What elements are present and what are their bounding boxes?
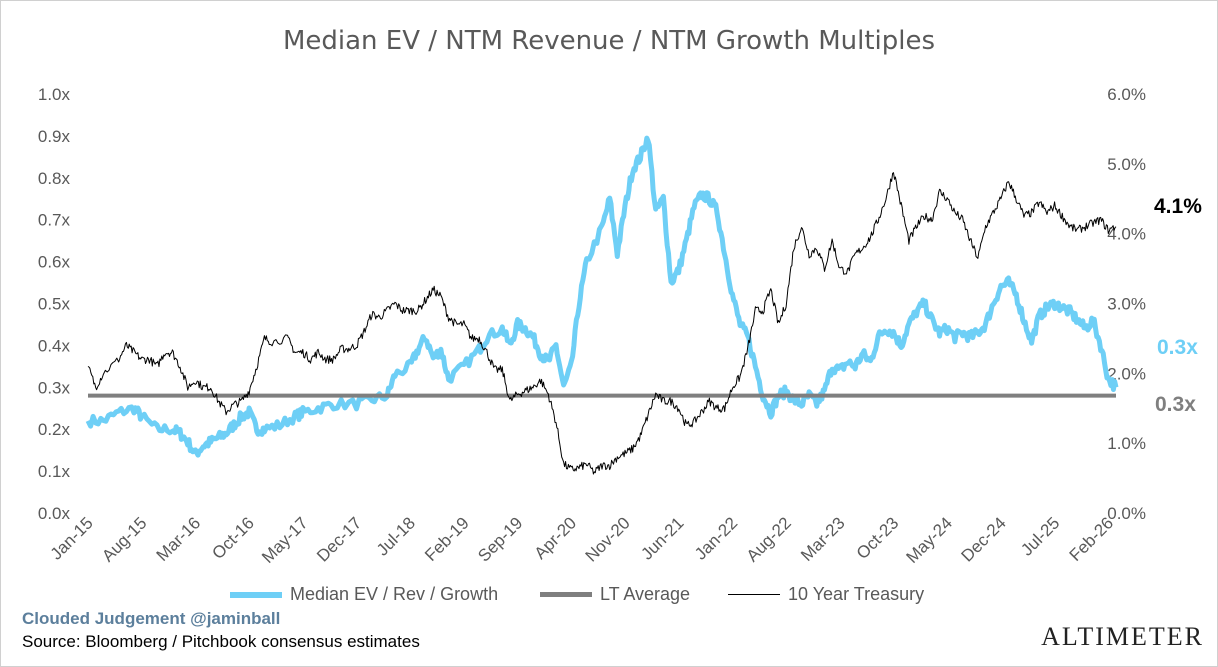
left-axis-tick-label: 0.8x — [38, 169, 71, 188]
footer-brand: Clouded Judgement @jaminball — [22, 609, 281, 628]
right-axis-tick-label: 3.0% — [1107, 295, 1146, 314]
right-axis-ticks: 0.0% 1.0% 2.0% 3.0% 4.0% 5.0% 6.0% — [1107, 85, 1146, 523]
left-axis-tick-label: 0.6x — [38, 253, 71, 272]
legend-label-lt-average: LT Average — [600, 584, 691, 604]
series-median-ev-rev-growth-line — [85, 135, 1119, 458]
legend-swatch-lt-average — [540, 592, 592, 597]
x-axis-tick-label: Sep-19 — [474, 513, 526, 565]
chart-title: Median EV / NTM Revenue / NTM Growth Mul… — [282, 26, 936, 56]
left-axis-tick-label: 0.0x — [38, 504, 71, 523]
x-axis-ticks: Jan-15 Aug-15 Mar-16 Oct-16 May-17 Dec-17 Jul-… — [47, 513, 1118, 567]
legend-item-median: Median EV / Rev / Growth — [230, 584, 498, 605]
x-axis-tick-label: Oct-23 — [853, 513, 903, 563]
x-axis-tick-label: Jan-22 — [691, 513, 741, 563]
right-axis-tick-label: 6.0% — [1107, 85, 1146, 104]
x-axis-tick-label: Apr-20 — [531, 513, 581, 563]
right-axis-tick-label: 2.0% — [1107, 364, 1146, 383]
x-axis-tick-label: Mar-23 — [797, 513, 849, 565]
footer-source: Source: Bloomberg / Pitchbook consensus … — [22, 632, 420, 651]
left-axis-tick-label: 1.0x — [38, 85, 71, 104]
x-axis-tick-label: May-17 — [258, 513, 312, 567]
x-axis-tick-label: Aug-22 — [743, 513, 795, 565]
x-axis-tick-label: Dec-24 — [958, 513, 1010, 565]
legend-item-treasury: 10 Year Treasury — [728, 584, 924, 605]
x-axis-tick-label: Aug-15 — [98, 513, 150, 565]
legend-item-lt-average: LT Average — [540, 584, 690, 605]
legend-swatch-treasury — [728, 594, 780, 595]
x-axis-tick-label: Nov-20 — [582, 513, 634, 565]
legend-swatch-median — [230, 591, 282, 598]
left-axis-tick-label: 0.1x — [38, 462, 71, 481]
right-axis-tick-label: 5.0% — [1107, 155, 1146, 174]
x-axis-tick-label: Feb-26 — [1066, 513, 1118, 565]
right-axis-tick-label: 0.0% — [1107, 504, 1146, 523]
legend-label-treasury: 10 Year Treasury — [788, 584, 925, 604]
right-axis-tick-label: 4.0% — [1107, 225, 1146, 244]
left-axis-tick-label: 0.9x — [38, 127, 71, 146]
left-axis-ticks: 0.0x 0.1x 0.2x 0.3x 0.4x 0.5x 0.6x 0.7x 0.8x 0.9x… — [38, 85, 71, 523]
left-axis-tick-label: 0.2x — [38, 420, 71, 439]
median-end-label: 0.3x — [1157, 336, 1198, 359]
x-axis-tick-label: Jun-21 — [637, 513, 687, 563]
left-axis-tick-label: 0.7x — [38, 211, 71, 230]
right-axis-tick-label: 1.0% — [1107, 434, 1146, 453]
x-axis-tick-label: Oct-16 — [208, 513, 258, 563]
left-axis-tick-label: 0.3x — [38, 378, 71, 397]
left-axis-tick-label: 0.4x — [38, 336, 71, 355]
lt-average-end-label: 0.3x — [1155, 393, 1196, 416]
series-10-year-treasury-line — [87, 172, 1117, 475]
chart-legend: Median EV / Rev / Growth LT Average 10 Y… — [0, 584, 1218, 608]
x-axis-tick-label: Mar-16 — [153, 513, 205, 565]
x-axis-tick-label: May-24 — [903, 513, 957, 567]
altimeter-logo: ALTIMETER — [1041, 622, 1204, 651]
treasury-end-label: 4.1% — [1154, 195, 1202, 218]
series-layer — [85, 135, 1119, 475]
legend-label-median: Median EV / Rev / Growth — [290, 584, 499, 604]
x-axis-tick-label: Feb-19 — [421, 513, 473, 565]
left-axis-tick-label: 0.5x — [38, 295, 71, 314]
x-axis-tick-label: Jul-18 — [373, 513, 419, 559]
x-axis-tick-label: Dec-17 — [313, 513, 365, 565]
x-axis-tick-label: Jul-25 — [1017, 513, 1063, 559]
